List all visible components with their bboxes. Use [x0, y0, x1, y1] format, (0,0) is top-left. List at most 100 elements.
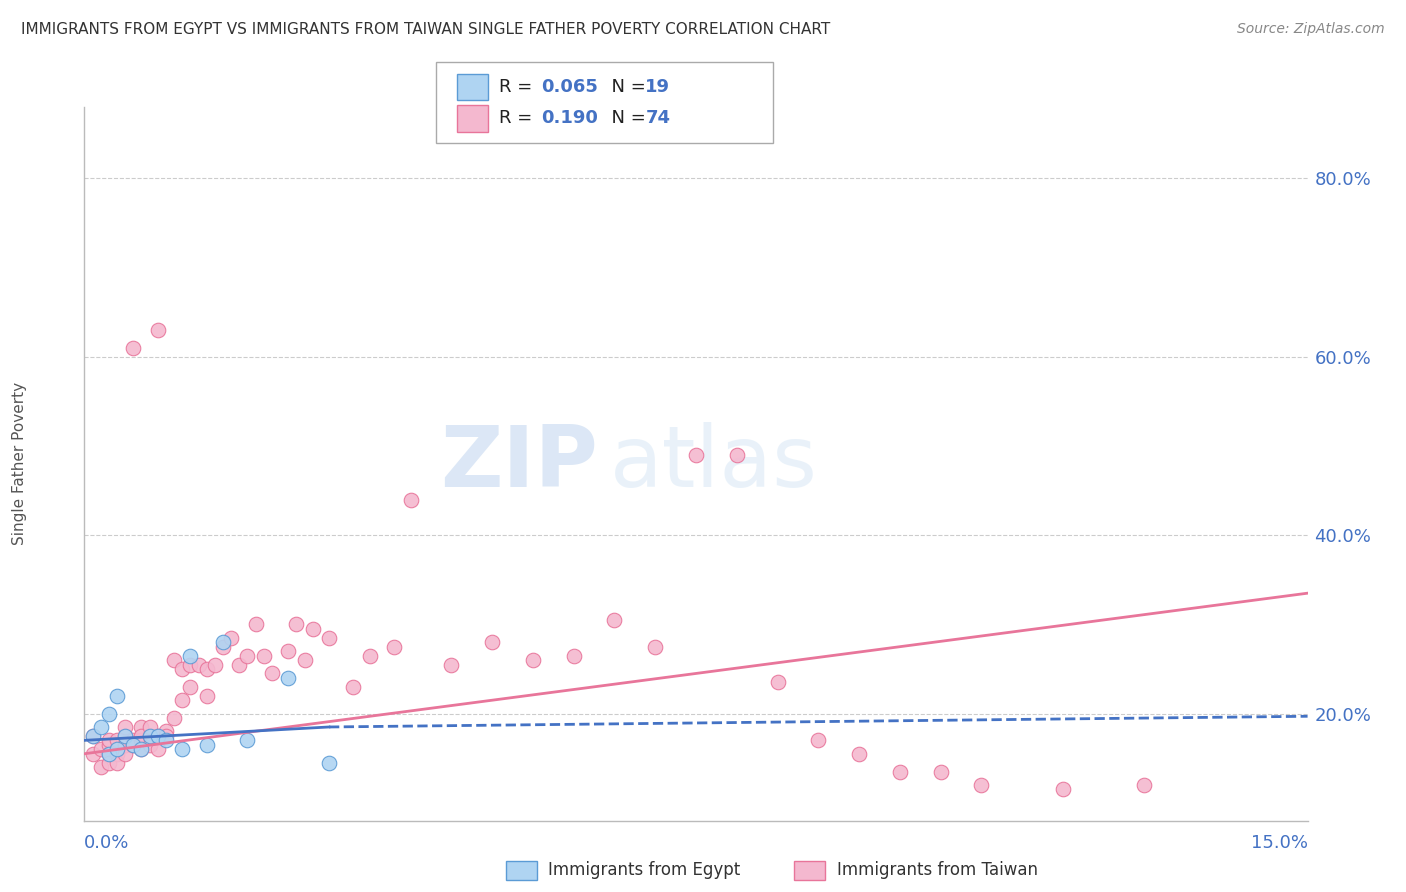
- Point: [603, 613, 626, 627]
- Point: [97, 706, 120, 721]
- Point: [187, 657, 209, 672]
- Text: IMMIGRANTS FROM EGYPT VS IMMIGRANTS FROM TAIWAN SINGLE FATHER POVERTY CORRELATIO: IMMIGRANTS FROM EGYPT VS IMMIGRANTS FROM…: [21, 22, 831, 37]
- Point: [228, 657, 250, 672]
- Point: [122, 738, 145, 752]
- Point: [172, 662, 194, 676]
- Point: [155, 729, 177, 743]
- Point: [195, 738, 218, 752]
- Point: [929, 764, 952, 779]
- Point: [318, 756, 340, 770]
- Point: [97, 733, 120, 747]
- Point: [138, 729, 160, 743]
- Point: [97, 738, 120, 752]
- Point: [146, 323, 169, 337]
- Point: [294, 653, 316, 667]
- Point: [644, 640, 666, 654]
- Point: [97, 756, 120, 770]
- Text: N =: N =: [600, 78, 652, 95]
- Point: [122, 738, 145, 752]
- Point: [219, 631, 242, 645]
- Point: [318, 631, 340, 645]
- Point: [131, 742, 153, 756]
- Text: Immigrants from Egypt: Immigrants from Egypt: [548, 861, 741, 879]
- Point: [236, 648, 259, 663]
- Point: [90, 742, 112, 756]
- Point: [440, 657, 463, 672]
- Point: [172, 693, 194, 707]
- Point: [105, 742, 128, 756]
- Point: [285, 617, 308, 632]
- Point: [82, 729, 104, 743]
- Point: [522, 653, 544, 667]
- Text: N =: N =: [600, 110, 652, 128]
- Point: [277, 671, 299, 685]
- Point: [179, 680, 201, 694]
- Text: atlas: atlas: [610, 422, 818, 506]
- Point: [236, 733, 259, 747]
- Point: [172, 742, 194, 756]
- Point: [114, 729, 136, 743]
- Point: [245, 617, 267, 632]
- Point: [138, 729, 160, 743]
- Point: [82, 729, 104, 743]
- Point: [82, 747, 104, 761]
- Point: [146, 729, 169, 743]
- Point: [212, 635, 235, 649]
- Point: [105, 742, 128, 756]
- Point: [195, 662, 218, 676]
- Point: [131, 720, 153, 734]
- Point: [131, 742, 153, 756]
- Point: [807, 733, 830, 747]
- Point: [146, 729, 169, 743]
- Point: [114, 747, 136, 761]
- Point: [277, 644, 299, 658]
- Point: [260, 666, 283, 681]
- Text: 0.065: 0.065: [541, 78, 598, 95]
- Point: [179, 648, 201, 663]
- Point: [105, 756, 128, 770]
- Point: [146, 742, 169, 756]
- Text: ZIP: ZIP: [440, 422, 598, 506]
- Point: [685, 448, 707, 462]
- Point: [97, 747, 120, 761]
- Point: [195, 689, 218, 703]
- Text: 0.0%: 0.0%: [84, 834, 129, 852]
- Point: [138, 738, 160, 752]
- Point: [155, 724, 177, 739]
- Point: [481, 635, 503, 649]
- Text: 19: 19: [645, 78, 671, 95]
- Point: [105, 689, 128, 703]
- Text: 15.0%: 15.0%: [1250, 834, 1308, 852]
- Point: [301, 622, 323, 636]
- Point: [399, 492, 422, 507]
- Point: [342, 680, 364, 694]
- Point: [163, 711, 186, 725]
- Point: [562, 648, 585, 663]
- Point: [105, 733, 128, 747]
- Point: [204, 657, 226, 672]
- Text: Source: ZipAtlas.com: Source: ZipAtlas.com: [1237, 22, 1385, 37]
- Point: [155, 733, 177, 747]
- Point: [105, 747, 128, 761]
- Text: Single Father Poverty: Single Father Poverty: [13, 383, 27, 545]
- Point: [114, 729, 136, 743]
- Point: [848, 747, 870, 761]
- Point: [725, 448, 748, 462]
- Point: [90, 720, 112, 734]
- Text: 74: 74: [645, 110, 671, 128]
- Text: R =: R =: [499, 78, 538, 95]
- Point: [131, 729, 153, 743]
- Point: [970, 778, 993, 792]
- Point: [114, 738, 136, 752]
- Text: 0.190: 0.190: [541, 110, 598, 128]
- Point: [90, 760, 112, 774]
- Point: [253, 648, 276, 663]
- Text: R =: R =: [499, 110, 538, 128]
- Point: [382, 640, 405, 654]
- Point: [179, 657, 201, 672]
- Point: [163, 653, 186, 667]
- Point: [122, 733, 145, 747]
- Point: [114, 720, 136, 734]
- Point: [359, 648, 381, 663]
- Point: [212, 640, 235, 654]
